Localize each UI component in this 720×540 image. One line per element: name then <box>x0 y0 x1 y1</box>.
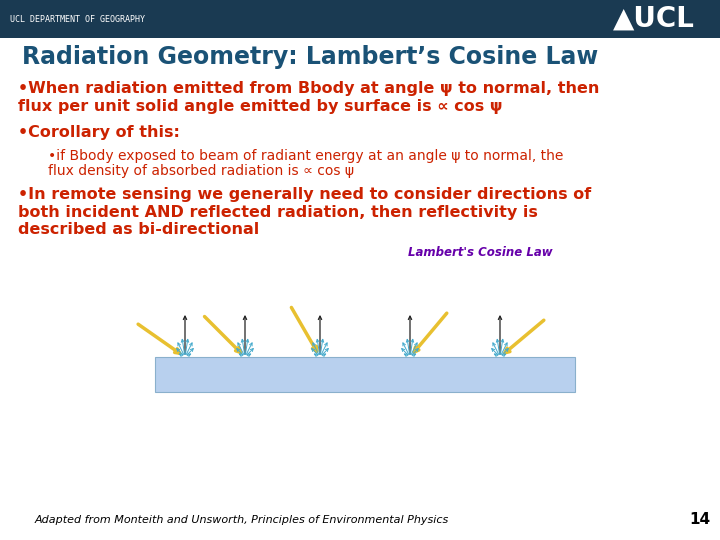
Text: •When radiation emitted from Bbody at angle ψ to normal, then: •When radiation emitted from Bbody at an… <box>18 80 599 96</box>
Text: Radiation Geometry: Lambert’s Cosine Law: Radiation Geometry: Lambert’s Cosine Law <box>22 45 598 69</box>
Text: flux per unit solid angle emitted by surface is ∝ cos ψ: flux per unit solid angle emitted by sur… <box>18 98 503 113</box>
Bar <box>155 357 575 392</box>
Text: •Corollary of this:: •Corollary of this: <box>18 125 180 139</box>
Text: UCL DEPARTMENT OF GEOGRAPHY: UCL DEPARTMENT OF GEOGRAPHY <box>10 15 145 24</box>
Text: Lambert's Cosine Law: Lambert's Cosine Law <box>408 246 552 259</box>
Bar <box>0 0 720 38</box>
Text: flux density of absorbed radiation is ∝ cos ψ: flux density of absorbed radiation is ∝ … <box>48 164 354 178</box>
Text: ▲UCL: ▲UCL <box>613 5 695 33</box>
Text: •In remote sensing we generally need to consider directions of: •In remote sensing we generally need to … <box>18 186 591 201</box>
Text: described as bi-directional: described as bi-directional <box>18 222 259 238</box>
Text: Adapted from Monteith and Unsworth, Principles of Environmental Physics: Adapted from Monteith and Unsworth, Prin… <box>35 515 449 525</box>
Text: 14: 14 <box>690 512 711 528</box>
Text: both incident AND reflected radiation, then reflectivity is: both incident AND reflected radiation, t… <box>18 205 538 219</box>
Text: •if Bbody exposed to beam of radiant energy at an angle ψ to normal, the: •if Bbody exposed to beam of radiant ene… <box>48 149 563 163</box>
